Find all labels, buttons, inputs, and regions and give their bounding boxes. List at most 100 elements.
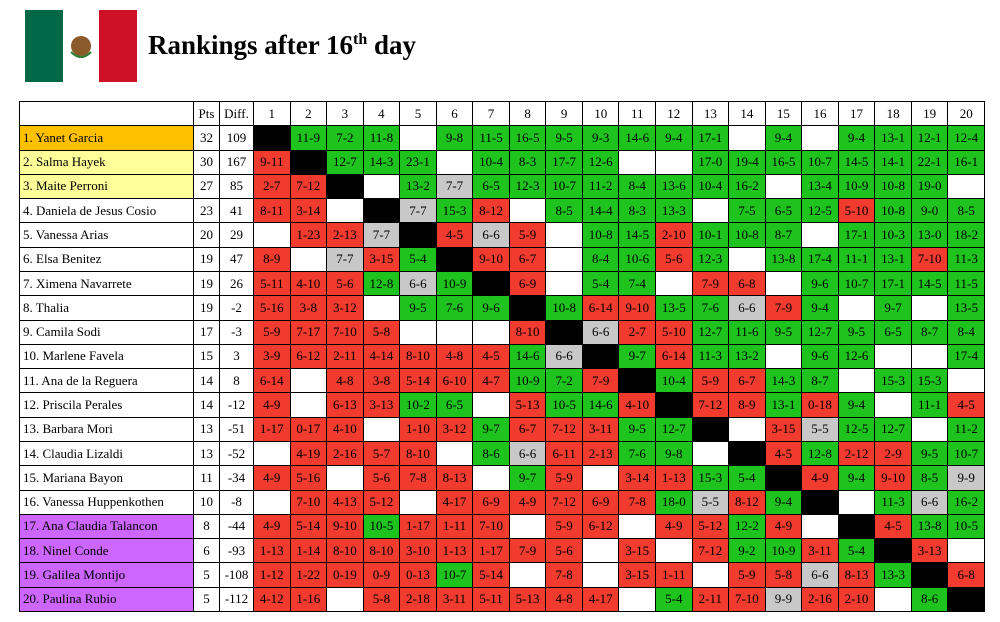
result-cell: 19-4 bbox=[728, 149, 766, 175]
result-cell: 5-5 bbox=[691, 489, 730, 515]
result-cell: 5-10 bbox=[655, 319, 693, 345]
player-name: 9. Camila Sodi bbox=[19, 319, 194, 345]
result-cell bbox=[837, 368, 876, 394]
result-cell bbox=[910, 416, 949, 442]
corner-cell bbox=[19, 100, 194, 127]
result-cell bbox=[508, 513, 547, 540]
result-cell: 4-5 bbox=[435, 222, 474, 248]
result-cell: 8-13 bbox=[435, 465, 474, 491]
result-cell: 0-9 bbox=[362, 562, 401, 588]
result-cell: 7-8 bbox=[618, 489, 657, 515]
result-cell: 4-8 bbox=[326, 368, 364, 394]
result-cell bbox=[362, 173, 401, 200]
result-cell bbox=[655, 270, 693, 297]
result-cell: 6-14 bbox=[253, 368, 291, 394]
result-cell: 9-4 bbox=[837, 125, 876, 151]
result-cell: 6-6 bbox=[545, 343, 583, 370]
result-cell: 12-6 bbox=[581, 149, 620, 175]
result-cell bbox=[655, 149, 693, 175]
result-cell: 13-8 bbox=[910, 513, 949, 540]
result-cell: 17-0 bbox=[691, 149, 730, 175]
result-cell bbox=[874, 392, 912, 418]
player-name: 10. Marlene Favela bbox=[19, 343, 194, 370]
result-cell: 11-6 bbox=[728, 319, 766, 345]
difference: 85 bbox=[219, 173, 254, 200]
column-header: 3 bbox=[326, 100, 364, 127]
result-cell: 7-8 bbox=[545, 562, 583, 588]
table-row: 17. Ana Claudia Talancon 8 -44 4-9 5-14 9-10 1… bbox=[19, 513, 985, 540]
result-cell: 11-8 bbox=[362, 125, 401, 151]
difference: -8 bbox=[219, 489, 254, 515]
result-cell: 8-4 bbox=[618, 173, 657, 200]
result-cell: 7-12 bbox=[545, 416, 583, 442]
result-cell: 3-15 bbox=[764, 416, 803, 442]
column-header: 9 bbox=[545, 100, 583, 127]
result-cell: 1-11 bbox=[435, 513, 474, 540]
result-cell: 10-2 bbox=[399, 392, 437, 418]
result-cell: 12-1 bbox=[910, 125, 949, 151]
result-cell bbox=[399, 222, 437, 248]
result-cell: 10-7 bbox=[947, 440, 985, 467]
player-name: 2. Salma Hayek bbox=[19, 149, 194, 175]
points: 19 bbox=[193, 270, 220, 297]
difference: -52 bbox=[219, 440, 254, 467]
points: 32 bbox=[193, 125, 220, 151]
result-cell: 12-7 bbox=[691, 319, 730, 345]
result-cell bbox=[764, 270, 803, 297]
result-cell: 6-5 bbox=[874, 319, 912, 345]
difference: 47 bbox=[219, 246, 254, 272]
result-cell: 10-6 bbox=[618, 246, 657, 272]
result-cell: 5-14 bbox=[289, 513, 328, 540]
result-cell bbox=[399, 489, 437, 515]
result-cell bbox=[435, 319, 474, 345]
result-cell: 6-6 bbox=[472, 222, 510, 248]
result-cell: 6-7 bbox=[728, 368, 766, 394]
result-cell bbox=[691, 440, 730, 467]
flag-green bbox=[25, 10, 63, 82]
points: 5 bbox=[193, 562, 220, 588]
result-cell: 4-5 bbox=[472, 343, 510, 370]
result-cell: 7-12 bbox=[545, 489, 583, 515]
result-cell: 13-3 bbox=[655, 198, 693, 224]
result-cell: 4-9 bbox=[801, 465, 839, 491]
column-header: 2 bbox=[289, 100, 328, 127]
result-cell: 8-10 bbox=[399, 343, 437, 370]
table-row: 15. Mariana Bayon 11 -34 4-9 5-16 5-6 7-8 8-13 9… bbox=[19, 465, 985, 491]
result-cell: 0-18 bbox=[801, 392, 839, 418]
result-cell: 8-12 bbox=[472, 198, 510, 224]
result-cell bbox=[326, 173, 364, 200]
result-cell: 16-5 bbox=[508, 125, 547, 151]
result-cell: 10-7 bbox=[801, 149, 839, 175]
result-cell bbox=[691, 562, 730, 588]
result-cell: 0-13 bbox=[399, 562, 437, 588]
result-cell: 8-5 bbox=[947, 198, 985, 224]
result-cell: 9-4 bbox=[837, 392, 876, 418]
result-cell: 18-2 bbox=[947, 222, 985, 248]
player-name: 3. Maite Perroni bbox=[19, 173, 194, 200]
result-cell: 3-15 bbox=[618, 538, 657, 564]
result-cell bbox=[545, 246, 583, 272]
result-cell bbox=[289, 368, 328, 394]
result-cell: 2-18 bbox=[399, 586, 437, 613]
result-cell bbox=[399, 319, 437, 345]
result-cell: 13-1 bbox=[874, 246, 912, 272]
column-header: Pts bbox=[193, 100, 220, 127]
result-cell bbox=[362, 295, 401, 321]
result-cell: 15-3 bbox=[910, 368, 949, 394]
result-cell: 7-10 bbox=[289, 489, 328, 515]
result-cell: 3-10 bbox=[399, 538, 437, 564]
result-cell bbox=[618, 149, 657, 175]
column-header: 4 bbox=[362, 100, 401, 127]
points: 10 bbox=[193, 489, 220, 515]
result-cell: 5-12 bbox=[691, 513, 730, 540]
result-cell bbox=[545, 222, 583, 248]
result-cell: 8-7 bbox=[801, 368, 839, 394]
result-cell bbox=[728, 440, 766, 467]
result-cell: 4-9 bbox=[253, 392, 291, 418]
result-cell bbox=[728, 416, 766, 442]
result-cell: 6-6 bbox=[728, 295, 766, 321]
result-cell bbox=[253, 489, 291, 515]
points: 8 bbox=[193, 513, 220, 540]
result-cell: 9-0 bbox=[910, 198, 949, 224]
result-cell: 17-7 bbox=[545, 149, 583, 175]
